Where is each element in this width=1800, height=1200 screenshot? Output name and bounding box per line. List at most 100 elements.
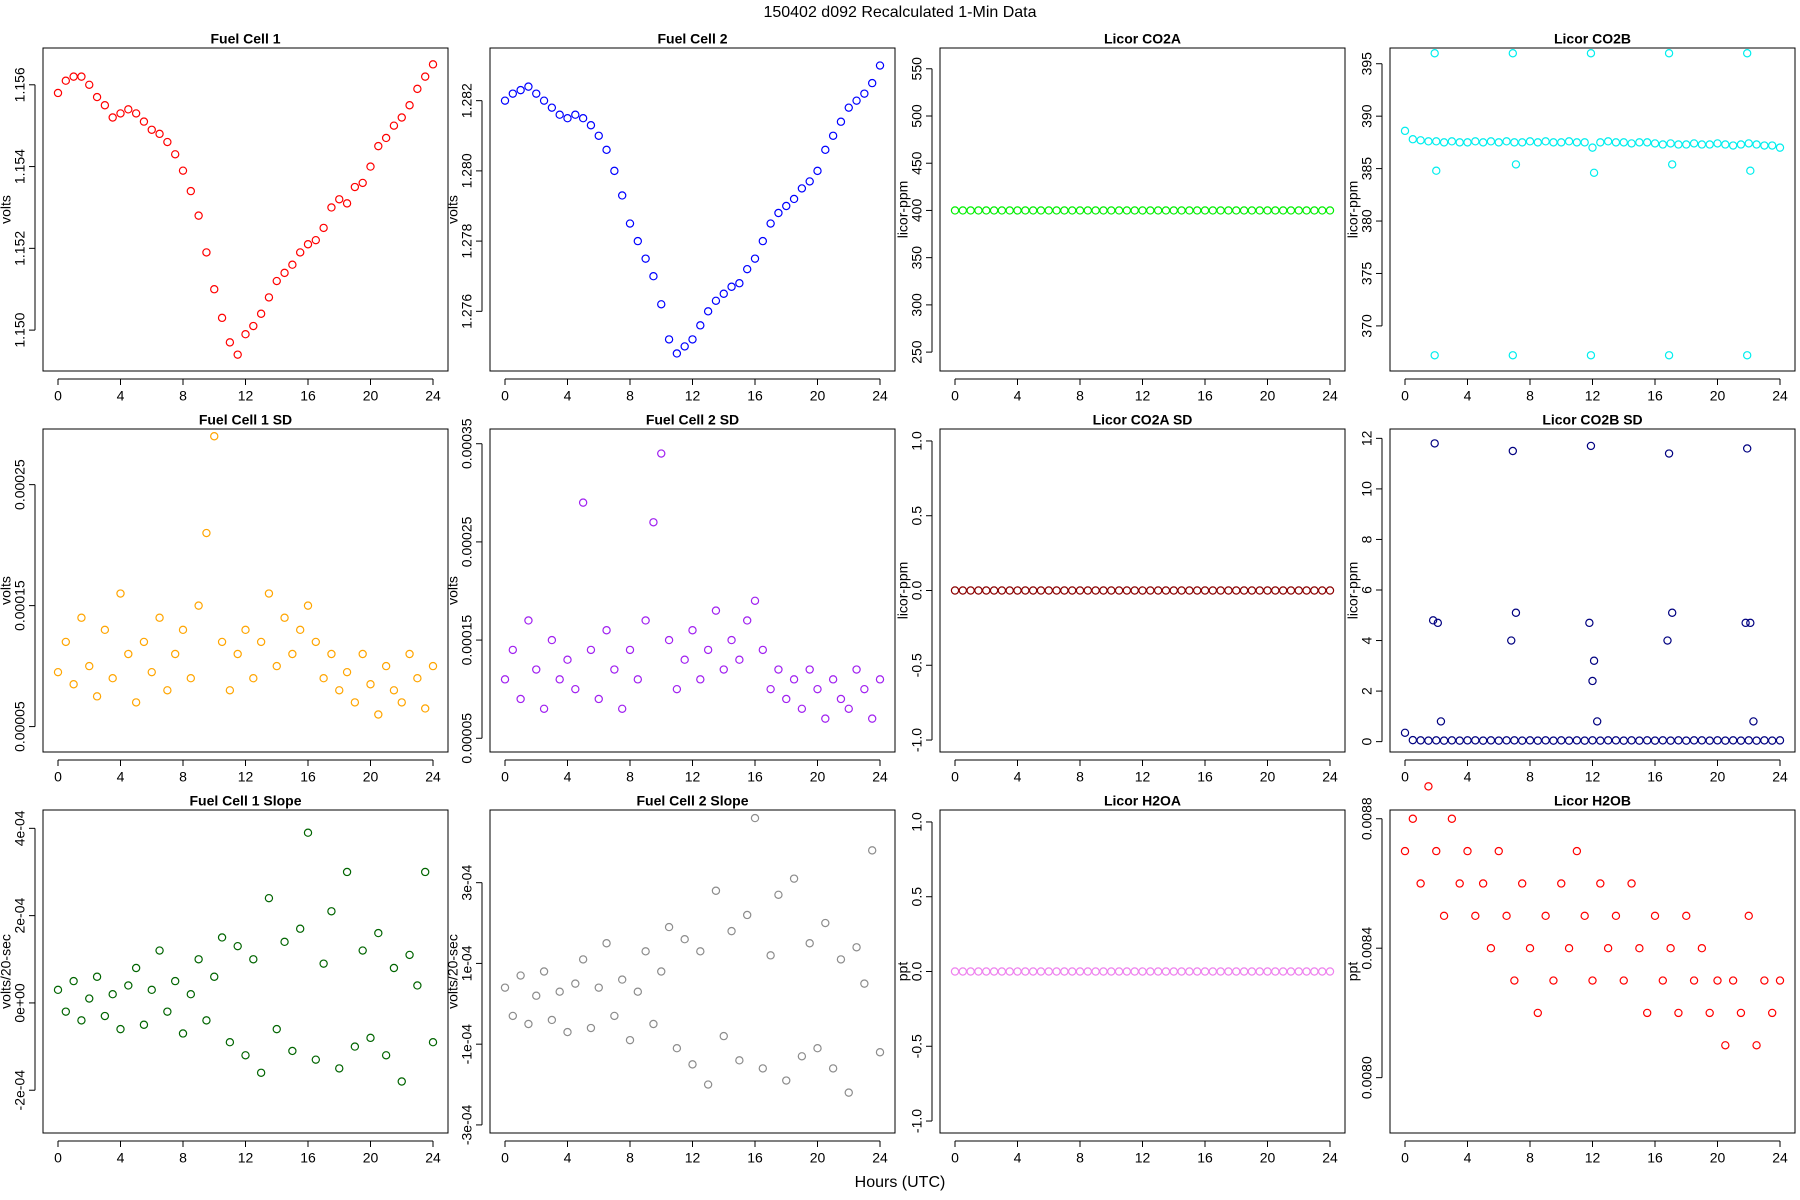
data-point [680,935,689,944]
data-point [1416,879,1425,888]
data-point [170,150,180,159]
data-point [1083,206,1093,215]
data-point [1013,967,1022,976]
data-point [828,131,838,140]
data-point [789,874,799,883]
data-point [586,1023,596,1033]
data-point [1760,141,1769,150]
data-point [532,991,541,1000]
data-point [217,313,227,323]
data-point [950,967,960,976]
data-point [1114,967,1124,976]
y-tick-label: 6 [1359,586,1375,594]
x-tick-label: 8 [1076,769,1084,785]
data-point [758,236,768,246]
data-point [163,137,172,147]
data-point [1302,206,1311,215]
data-point [1286,967,1296,976]
data-point [1596,736,1605,745]
data-point [350,698,360,707]
data-point [782,694,791,704]
data-point [1208,586,1218,595]
data-point [350,1042,360,1051]
data-point [1005,586,1014,595]
data-point [1169,967,1178,976]
data-point [1619,736,1628,745]
data-point [1416,136,1425,145]
x-tick-label: 20 [1260,769,1276,785]
data-point [649,518,658,527]
data-point [989,206,999,215]
data-point [1596,138,1605,147]
data-point [696,675,705,684]
data-point [1494,846,1503,856]
data-point [92,92,102,102]
data-point [828,675,838,684]
x-tick-label: 20 [1260,388,1276,404]
x-tick-label: 20 [1710,1150,1726,1166]
data-point [696,947,705,956]
data-point [1502,911,1511,921]
data-point [217,637,227,647]
data-point [1439,138,1449,147]
x-tick-label: 16 [1647,1150,1663,1166]
data-point [1664,49,1674,58]
data-point [163,686,172,695]
data-point [1013,206,1022,215]
data-point [1177,586,1186,595]
data-point [703,1080,713,1089]
data-point [867,714,877,723]
data-point [1177,967,1186,976]
data-point [311,637,321,647]
data-point [735,1056,744,1065]
data-point [1592,717,1602,726]
data-point [1666,139,1675,148]
data-point [147,985,156,995]
data-point [194,601,203,610]
x-tick-label: 20 [363,388,379,404]
y-tick-label: -3e-04 [459,1104,475,1145]
data-point [1674,140,1683,149]
data-point [958,206,968,215]
data-point [1107,206,1116,215]
x-tick-label: 4 [1464,1150,1472,1166]
data-point [1122,206,1132,215]
data-point [1682,140,1691,149]
data-point [703,307,713,316]
data-point [1463,736,1472,745]
data-point [641,254,650,263]
data-point [742,910,752,920]
data-point [405,649,414,659]
x-tick-label: 20 [810,769,826,785]
data-point [766,951,775,960]
data-point [1044,586,1053,595]
data-point [813,684,822,694]
data-point [966,206,975,215]
data-point [178,166,188,175]
data-point [1533,1008,1543,1018]
data-point [1294,586,1303,595]
data-point [508,645,518,655]
data-point [1278,967,1288,976]
data-point [1664,351,1674,360]
data-point [1650,911,1660,921]
data-point [288,649,297,659]
data-point [563,114,572,123]
data-point [727,282,736,291]
data-point [1122,967,1132,976]
data-point [1005,206,1014,215]
y-tick-label: 250 [909,340,925,364]
data-point [1478,879,1488,888]
y-axis-label: volts [445,195,461,224]
data-point [1424,137,1433,146]
data-point [805,665,814,674]
data-point [547,635,557,645]
panel-title: Licor CO2B [1554,31,1631,47]
data-point [1517,736,1527,745]
data-point [1572,138,1582,147]
y-tick-label: 1.276 [459,294,475,329]
data-point [335,1064,344,1073]
x-tick-label: 24 [425,769,441,785]
data-point [116,589,125,598]
x-tick-label: 24 [425,388,441,404]
